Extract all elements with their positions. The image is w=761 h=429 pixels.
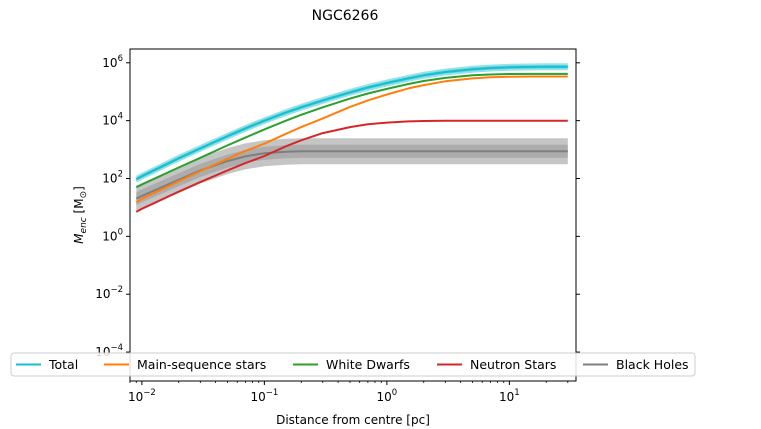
legend-label: Neutron Stars: [470, 357, 556, 372]
legend-item-main-sequence-stars: Main-sequence stars: [104, 357, 266, 372]
chart-title: NGC6266: [312, 8, 379, 24]
legend-frame: [10, 352, 696, 377]
series-line-neutron-stars: [135, 119, 568, 213]
legend: Total Main-sequence stars White Dwarfs Neut…: [10, 352, 696, 377]
series-line-main-sequence-stars: [135, 75, 568, 204]
series-line-total: [135, 65, 568, 181]
x-tick-label: 10−1: [250, 388, 278, 404]
series-line-white-dwarfs: [135, 72, 568, 189]
plot-frame: [129, 48, 577, 382]
x-axis-label: Distance from centre [pc]: [276, 413, 430, 427]
x-axis: 10−2 10−1 100 101: [128, 381, 569, 404]
y-tick-label: 10−2: [95, 285, 123, 301]
y-tick-label: 106: [102, 54, 123, 70]
legend-item-black-holes: Black Holes: [583, 357, 689, 372]
legend-label: Main-sequence stars: [137, 357, 266, 372]
black-holes-band-inner: [136, 144, 568, 206]
legend-label: White Dwarfs: [326, 357, 410, 372]
y-tick-label: 100: [102, 227, 123, 243]
legend-label: Total: [48, 357, 78, 372]
y-tick-label: 102: [102, 170, 123, 186]
plot-area: [135, 63, 568, 213]
x-tick-label: 100: [377, 388, 398, 404]
x-tick-label: 10−2: [128, 388, 156, 404]
y-tick-label: 104: [102, 112, 123, 128]
legend-item-total: Total: [16, 357, 78, 372]
legend-item-neutron-stars: Neutron Stars: [437, 357, 556, 372]
x-tick-label: 101: [499, 388, 520, 404]
legend-item-white-dwarfs: White Dwarfs: [293, 357, 410, 372]
legend-label: Black Holes: [616, 357, 689, 372]
y-axis-label: Menc [M⊙]: [72, 186, 89, 244]
